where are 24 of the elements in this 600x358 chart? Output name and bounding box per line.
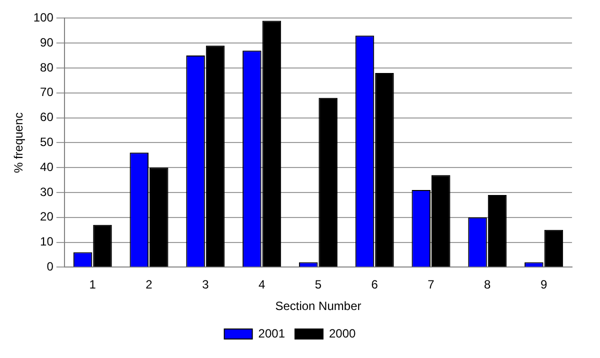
y-tick-label: 50 <box>40 135 54 150</box>
legend-label: 2001 <box>258 326 286 340</box>
legend-label: 2000 <box>329 326 356 340</box>
x-tick-label: 3 <box>202 278 210 292</box>
x-tick-label: 4 <box>258 278 266 292</box>
y-tick-label: 0 <box>46 260 54 274</box>
x-tick-label: 7 <box>428 278 435 292</box>
x-tick-label: 1 <box>89 278 96 292</box>
y-tick-label: 20 <box>40 210 54 224</box>
y-tick-label: 40 <box>40 160 54 174</box>
y-tick-label: 80 <box>40 60 54 74</box>
y-tick-label: 60 <box>40 110 54 124</box>
y-tick-label: 90 <box>40 35 54 50</box>
y-tick-label: 10 <box>40 234 54 249</box>
y-tick-label: 100 <box>33 10 54 25</box>
y-axis-title: % frequenc <box>12 112 26 174</box>
x-tick-label: 2 <box>146 278 153 292</box>
y-tick-label: 70 <box>40 85 54 100</box>
x-tick-label: 5 <box>314 278 322 292</box>
x-tick-label: 6 <box>371 278 378 292</box>
x-tick-label: 9 <box>540 278 548 292</box>
x-axis-title: Section Number <box>275 299 362 314</box>
x-tick-label: 8 <box>484 278 492 292</box>
y-tick-label: 30 <box>40 184 54 199</box>
